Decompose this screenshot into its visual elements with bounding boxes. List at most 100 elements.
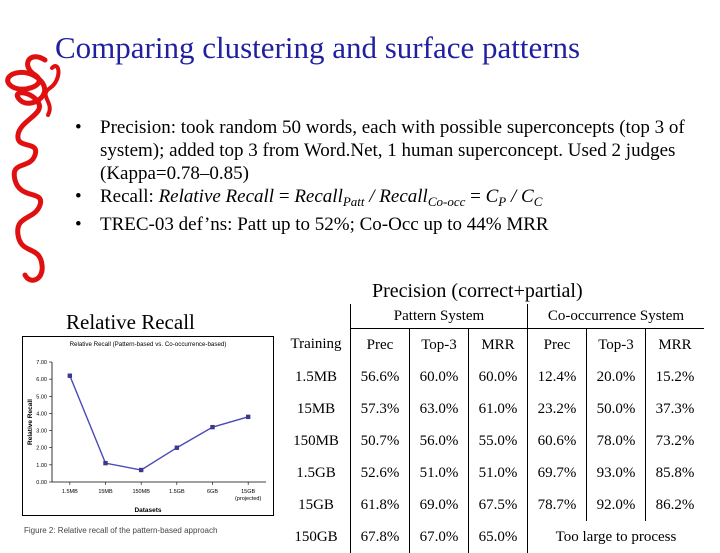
y-tick-label: 7.00 xyxy=(36,360,47,366)
table-cell: 51.0% xyxy=(468,457,528,489)
recall-rel: Relative Recall xyxy=(158,186,275,207)
group-cooccurrence-system: Co-occurrence System xyxy=(527,304,704,329)
x-tick-label: 1.5MB xyxy=(62,489,78,495)
table-cell: 69.7% xyxy=(527,457,587,489)
chart-frame xyxy=(22,336,274,516)
bullet-list: • Precision: took random 50 words, each … xyxy=(75,116,715,236)
table-cell: 55.0% xyxy=(468,425,528,457)
y-axis-label: Relative Recall xyxy=(27,399,34,445)
recall-cooc-sub: Co-occ xyxy=(427,194,466,209)
bullet-precision-text: Precision: took random 50 words, each wi… xyxy=(100,117,685,184)
recall-data-point xyxy=(210,424,215,430)
group-pattern-system: Pattern System xyxy=(350,304,528,329)
table-cell: 51.0% xyxy=(409,457,469,489)
table-cell: 61.8% xyxy=(350,489,410,521)
recall-data-point xyxy=(67,373,73,378)
slide-title: Comparing clustering and surface pattern… xyxy=(55,30,581,65)
table-cell: 1.5GB xyxy=(296,464,336,481)
bullet-trec: • TREC-03 def’ns: Patt up to 52%; Co-Occ… xyxy=(75,213,715,236)
table-cell-too-large: Too large to process xyxy=(527,521,704,553)
bullet-precision: • Precision: took random 50 words, each … xyxy=(75,116,715,185)
table-cell: 20.0% xyxy=(586,361,646,393)
table-cell: 63.0% xyxy=(409,393,469,425)
table-cell: 60.0% xyxy=(468,361,528,393)
x-axis-label: Datasets xyxy=(134,507,161,514)
recall-cc-sub: C xyxy=(533,194,543,209)
y-tick-label: 0.00 xyxy=(36,480,47,486)
recall-slash2: / xyxy=(506,186,522,207)
recall-data-point xyxy=(138,467,144,473)
table-cell: 60.0% xyxy=(409,361,469,393)
relative-recall-chart-svg: Relative Recall (Pattern-based vs. Co-oc… xyxy=(27,341,266,514)
col-header-mrr: MRR xyxy=(468,328,528,361)
recall-cp-sub: P xyxy=(498,194,507,209)
table-cell: 37.3% xyxy=(645,393,704,425)
table-cell: 67.8% xyxy=(350,521,410,553)
recall-eq1: = xyxy=(274,186,295,207)
table-cell: 23.2% xyxy=(527,393,587,425)
table-cell: 60.6% xyxy=(527,425,587,457)
table-cell: 92.0% xyxy=(586,489,646,521)
col-header-mrr: MRR xyxy=(645,328,704,361)
recall-prefix: Recall: xyxy=(100,186,159,207)
col-header-top3: Top-3 xyxy=(409,328,469,361)
chart-title: Relative Recall (Pattern-based vs. Co-oc… xyxy=(70,341,227,348)
recall-cp: C xyxy=(485,186,499,207)
bullet-dot: • xyxy=(75,186,82,207)
table-group-header: Pattern System Co-occurrence System xyxy=(282,304,704,329)
bullet-dot: • xyxy=(75,117,82,138)
table-cell: 67.0% xyxy=(409,521,469,553)
y-tick-label: 5.00 xyxy=(36,394,47,400)
table-cell: 93.0% xyxy=(586,457,646,489)
x-tick-label: 150MB xyxy=(132,489,150,495)
table-cell: 56.0% xyxy=(409,425,469,457)
recall-data-point xyxy=(103,460,108,466)
recall-eq2: = xyxy=(465,186,486,207)
col-header-top3: Top-3 xyxy=(586,328,646,361)
table-corner xyxy=(282,304,351,329)
table-cell: 15GB xyxy=(298,496,334,513)
x-tick-label: 15GB xyxy=(241,489,255,495)
recall-cooc: Recall xyxy=(379,186,428,207)
x-tick-label: 6GB xyxy=(207,489,218,495)
table-cell: 56.6% xyxy=(350,361,410,393)
bullet-trec-text: TREC-03 def’ns: Patt up to 52%; Co-Occ u… xyxy=(100,214,549,235)
table-cell: 15MB xyxy=(296,400,336,417)
x-tick-sublabel: (projected) xyxy=(235,496,261,502)
recall-series-line xyxy=(69,375,249,471)
col-header-training: Training xyxy=(290,336,342,353)
recall-cc: C xyxy=(521,186,534,207)
y-tick-label: 1.00 xyxy=(36,463,47,469)
recall-data-point xyxy=(174,445,180,450)
table-cell: 50.0% xyxy=(586,393,646,425)
bullet-dot: • xyxy=(75,214,82,235)
table-cell: 85.8% xyxy=(645,457,704,489)
recall-patt: Recall xyxy=(294,186,343,207)
recall-data-point xyxy=(245,414,251,420)
table-row: 150GB 67.8% 67.0% 65.0% Too large to pro… xyxy=(282,521,704,553)
bullet-recall: • Recall: Relative Recall = RecallPatt /… xyxy=(75,185,715,213)
table-header-row: Training Prec Top-3 MRR Prec Top-3 MRR xyxy=(282,328,704,361)
figure-caption: Figure 2: Relative recall of the pattern… xyxy=(24,526,218,535)
table-cell: 150MB xyxy=(293,432,339,449)
y-tick-label: 2.00 xyxy=(36,446,47,452)
table-cell: 50.7% xyxy=(350,425,410,457)
y-tick-label: 3.00 xyxy=(36,429,47,435)
relative-recall-chart: Relative Recall (Pattern-based vs. Co-oc… xyxy=(22,336,274,522)
precision-caption: Precision (correct+partial) xyxy=(372,280,583,302)
red-scribble-decoration xyxy=(5,54,61,283)
table-row: 15GB 61.8% 69.0% 67.5% 78.7% 92.0% 86.2% xyxy=(282,489,704,521)
table-cell: 61.0% xyxy=(468,393,528,425)
table-row: 1.5GB 52.6% 51.0% 51.0% 69.7% 93.0% 85.8… xyxy=(282,457,704,489)
y-tick-label: 4.00 xyxy=(36,411,47,417)
table-cell: 57.3% xyxy=(350,393,410,425)
table-cell: 78.7% xyxy=(527,489,587,521)
x-tick-label: 1.5GB xyxy=(169,489,185,495)
table-cell: 15.2% xyxy=(645,361,704,393)
recall-slash: / xyxy=(364,186,380,207)
table-row: 150MB 50.7% 56.0% 55.0% 60.6% 78.0% 73.2… xyxy=(282,425,704,457)
table-cell: 78.0% xyxy=(586,425,646,457)
table-row: 1.5MB 56.6% 60.0% 60.0% 12.4% 20.0% 15.2… xyxy=(282,361,704,393)
table-cell: 52.6% xyxy=(350,457,410,489)
table-cell: 65.0% xyxy=(468,521,528,553)
